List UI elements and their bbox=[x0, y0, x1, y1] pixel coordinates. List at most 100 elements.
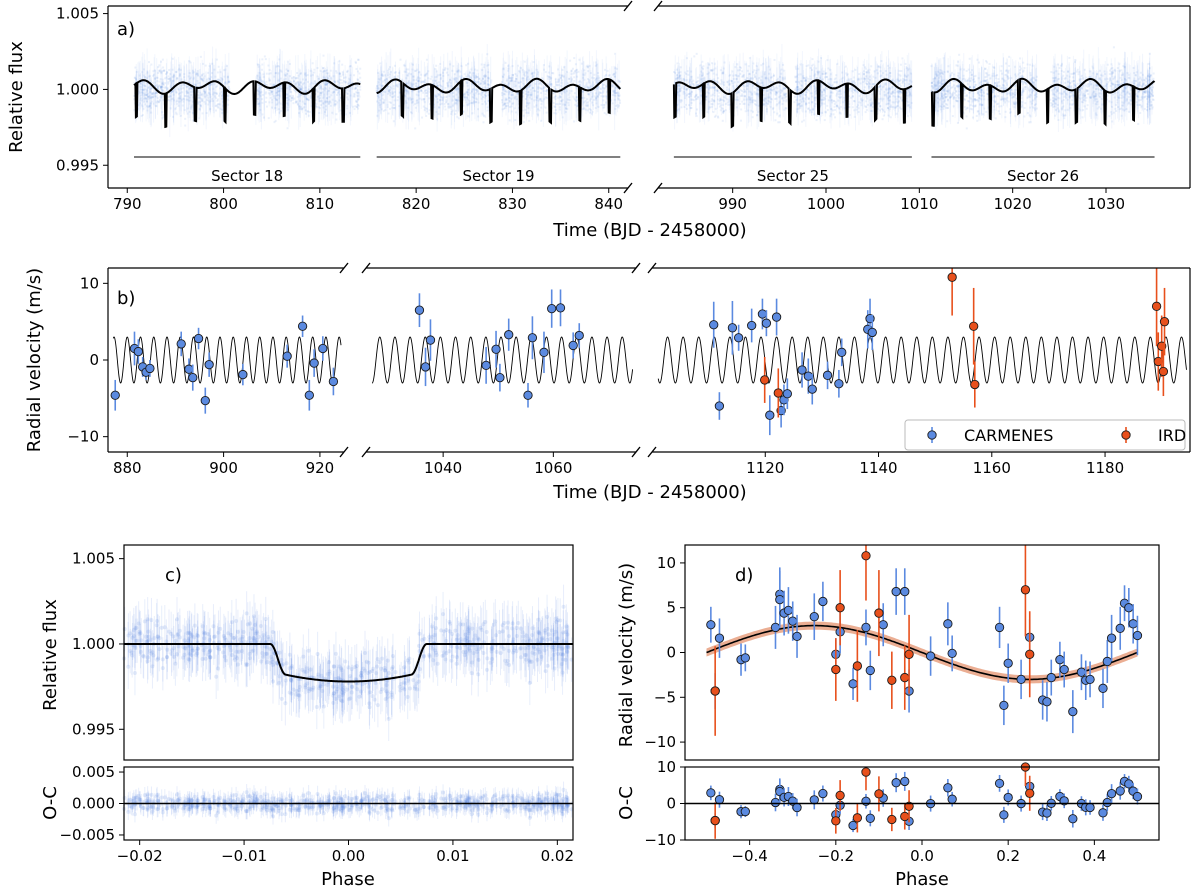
flux-point bbox=[468, 103, 471, 106]
flux-point bbox=[533, 105, 536, 108]
flux-point bbox=[568, 96, 571, 99]
flux-point bbox=[602, 95, 605, 98]
flux-point bbox=[324, 110, 327, 113]
flux-point bbox=[422, 97, 425, 100]
flux-point bbox=[754, 75, 757, 78]
flux-point bbox=[797, 102, 800, 105]
flux-point bbox=[1148, 98, 1151, 101]
flux-point bbox=[600, 81, 603, 84]
flux-point bbox=[894, 95, 897, 98]
flux-point bbox=[180, 87, 183, 90]
flux-point bbox=[680, 87, 683, 90]
flux-point bbox=[580, 96, 583, 99]
flux-point bbox=[214, 95, 217, 98]
flux-point bbox=[268, 101, 271, 104]
flux-point bbox=[572, 95, 575, 98]
flux-point bbox=[531, 86, 534, 89]
flux-point bbox=[139, 78, 142, 81]
flux-point bbox=[980, 98, 983, 101]
flux-point bbox=[340, 79, 343, 82]
flux-point bbox=[264, 91, 267, 94]
flux-point bbox=[752, 77, 755, 80]
flux-point bbox=[454, 88, 457, 91]
flux-point bbox=[602, 99, 605, 102]
flux-point bbox=[477, 92, 480, 95]
flux-point bbox=[504, 89, 507, 92]
flux-point bbox=[751, 110, 754, 113]
flux-point bbox=[531, 75, 534, 78]
flux-point bbox=[145, 100, 148, 103]
flux-point bbox=[425, 72, 428, 75]
flux-point bbox=[317, 77, 320, 80]
flux-point bbox=[774, 92, 777, 95]
flux-point bbox=[506, 84, 509, 87]
flux-point bbox=[614, 89, 617, 92]
flux-point bbox=[313, 68, 316, 71]
flux-point bbox=[444, 66, 447, 69]
flux-point bbox=[201, 94, 204, 97]
flux-point bbox=[318, 94, 321, 97]
flux-point bbox=[482, 66, 485, 69]
flux-point bbox=[270, 90, 273, 93]
flux-point bbox=[808, 111, 811, 114]
flux-point bbox=[295, 84, 298, 87]
flux-point bbox=[480, 94, 483, 97]
flux-point bbox=[416, 76, 419, 79]
flux-point bbox=[544, 93, 547, 96]
flux-point bbox=[817, 70, 820, 73]
flux-point bbox=[781, 76, 784, 79]
flux-point bbox=[198, 117, 201, 120]
flux-point bbox=[186, 112, 189, 115]
flux-point bbox=[399, 91, 402, 94]
flux-point bbox=[325, 69, 328, 72]
flux-point bbox=[200, 77, 203, 80]
flux-point bbox=[565, 90, 568, 93]
flux-point bbox=[330, 84, 333, 87]
flux-point bbox=[474, 74, 477, 77]
flux-point bbox=[509, 89, 512, 92]
flux-point bbox=[731, 82, 734, 85]
flux-point bbox=[840, 78, 843, 81]
flux-point bbox=[181, 91, 184, 94]
flux-point bbox=[993, 108, 996, 111]
flux-point bbox=[1106, 85, 1109, 88]
flux-point bbox=[142, 91, 145, 94]
flux-point bbox=[276, 91, 279, 94]
flux-point bbox=[288, 80, 291, 83]
flux-point bbox=[575, 71, 578, 74]
flux-point bbox=[194, 83, 197, 86]
flux-point bbox=[198, 96, 201, 99]
flux-point bbox=[160, 60, 163, 63]
flux-point bbox=[169, 90, 172, 93]
flux-point bbox=[686, 70, 689, 73]
flux-point bbox=[151, 82, 154, 85]
flux-point bbox=[869, 104, 872, 107]
flux-point bbox=[411, 63, 414, 66]
flux-point bbox=[356, 70, 359, 73]
flux-point bbox=[199, 103, 202, 106]
flux-point bbox=[286, 102, 289, 105]
flux-point bbox=[736, 99, 739, 102]
flux-point bbox=[318, 99, 321, 102]
flux-point bbox=[486, 87, 489, 90]
flux-point bbox=[470, 89, 473, 92]
flux-point bbox=[810, 68, 813, 71]
flux-point bbox=[511, 76, 514, 79]
flux-point bbox=[505, 98, 508, 101]
flux-point bbox=[700, 82, 703, 85]
flux-point bbox=[1144, 91, 1147, 94]
flux-point bbox=[133, 98, 136, 101]
flux-point bbox=[794, 87, 797, 90]
flux-point bbox=[535, 98, 538, 101]
flux-point bbox=[863, 77, 866, 80]
flux-point bbox=[899, 90, 902, 93]
flux-point bbox=[215, 104, 218, 107]
flux-point bbox=[866, 83, 869, 86]
flux-point bbox=[887, 99, 890, 102]
flux-point bbox=[167, 78, 170, 81]
flux-point bbox=[359, 88, 362, 91]
flux-point bbox=[741, 94, 744, 97]
flux-point bbox=[1110, 67, 1113, 70]
flux-point bbox=[409, 81, 412, 84]
flux-point bbox=[210, 98, 213, 101]
